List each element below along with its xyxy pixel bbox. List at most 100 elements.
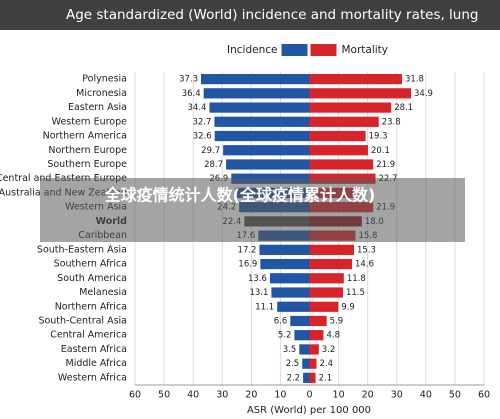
bar	[299, 344, 310, 355]
legend-label: Incidence	[227, 44, 277, 56]
category-label: South-Central Asia	[38, 315, 127, 326]
value-label: 5.9	[330, 316, 344, 326]
value-label: 19.3	[369, 132, 388, 142]
value-label: 23.8	[382, 117, 401, 127]
x-tick-label: 10	[274, 390, 286, 401]
bar	[309, 244, 354, 255]
bar	[309, 159, 374, 170]
bar	[223, 145, 310, 156]
category-label: Melanesia	[79, 287, 127, 298]
value-label: 34.9	[414, 89, 433, 99]
category-label: South America	[57, 273, 127, 284]
x-tick-label: 30	[216, 390, 228, 401]
bar	[203, 88, 310, 99]
x-tick-label: 0	[306, 390, 312, 401]
bar	[309, 145, 368, 156]
x-tick-label: 40	[420, 390, 432, 401]
category-label: Eastern Africa	[61, 344, 127, 355]
bar	[214, 130, 310, 142]
category-label: Micronesia	[76, 88, 127, 99]
x-tick-label: 60	[478, 390, 490, 401]
value-label: 21.9	[376, 160, 395, 170]
bar	[209, 102, 310, 113]
category-label: Central America	[50, 330, 127, 341]
bar	[309, 287, 343, 298]
value-label: 36.4	[182, 89, 201, 99]
x-tick-label: 60	[129, 390, 141, 401]
category-label: Southern Europe	[47, 159, 127, 170]
bar	[259, 244, 310, 255]
x-tick-label: 10	[333, 390, 345, 401]
bar	[309, 273, 344, 284]
bar	[269, 273, 310, 284]
value-label: 14.6	[355, 260, 374, 270]
bar	[309, 88, 412, 99]
category-label: Eastern Asia	[68, 102, 127, 113]
overlay-text: 全球疫情统计人数(全球疫情累计人数)	[104, 186, 376, 205]
value-label: 6.6	[274, 316, 288, 326]
value-label: 17.2	[238, 245, 257, 255]
category-label: Western Africa	[58, 372, 127, 383]
bar	[309, 344, 319, 355]
value-label: 20.1	[371, 146, 390, 156]
value-label: 4.8	[326, 331, 340, 341]
value-label: 13.6	[248, 274, 267, 284]
category-label: South-Eastern Asia	[37, 244, 127, 255]
title-bar	[0, 0, 500, 30]
value-label: 11.5	[346, 288, 365, 298]
legend-label: Mortality	[342, 44, 389, 56]
value-label: 3.5	[283, 345, 297, 355]
category-label: Northern Europe	[48, 145, 127, 156]
value-label: 11.8	[347, 274, 366, 284]
value-label: 3.2	[322, 345, 336, 355]
bar	[271, 287, 310, 298]
value-label: 28.7	[204, 160, 223, 170]
chart-title: Age standardized (World) incidence and m…	[66, 7, 479, 23]
value-label: 32.7	[192, 117, 211, 127]
overlay-band	[40, 178, 465, 242]
x-tick-label: 50	[158, 390, 170, 401]
value-label: 37.3	[179, 75, 198, 85]
bar	[201, 73, 310, 85]
x-axis-label: ASR (World) per 100 000	[247, 405, 371, 416]
value-label: 31.8	[405, 75, 424, 85]
bar	[302, 358, 310, 369]
category-label: Middle Africa	[66, 358, 128, 369]
category-label: Northern America	[43, 131, 127, 142]
value-label: 13.1	[249, 288, 268, 298]
bar	[309, 102, 392, 113]
value-label: 2.5	[286, 359, 300, 369]
bar	[309, 116, 379, 127]
category-label: Southern Africa	[54, 259, 127, 270]
value-label: 16.9	[238, 260, 257, 270]
bar	[303, 372, 310, 384]
bar	[309, 301, 339, 312]
bar	[309, 258, 352, 270]
value-label: 28.1	[394, 103, 413, 113]
value-label: 9.9	[341, 302, 355, 312]
bar	[309, 372, 316, 384]
bar	[309, 73, 402, 85]
x-tick-label: 40	[187, 390, 199, 401]
bar	[294, 330, 310, 341]
x-tick-label: 30	[391, 390, 403, 401]
category-label: Northern Africa	[55, 301, 127, 312]
bar	[214, 116, 310, 127]
x-tick-label: 50	[449, 390, 461, 401]
bar	[226, 159, 310, 170]
category-label: Western Europe	[52, 116, 128, 127]
bar	[290, 315, 310, 327]
bar	[309, 315, 327, 327]
value-label: 5.2	[278, 331, 292, 341]
value-label: 32.6	[193, 132, 212, 142]
bar	[277, 301, 310, 312]
bar	[260, 258, 310, 270]
category-label: Polynesia	[82, 74, 127, 85]
value-label: 2.2	[287, 373, 301, 383]
legend-swatch	[310, 44, 337, 56]
x-tick-label: 20	[362, 390, 374, 401]
bar	[309, 358, 317, 369]
legend-swatch	[281, 44, 308, 56]
value-label: 11.1	[255, 302, 274, 312]
